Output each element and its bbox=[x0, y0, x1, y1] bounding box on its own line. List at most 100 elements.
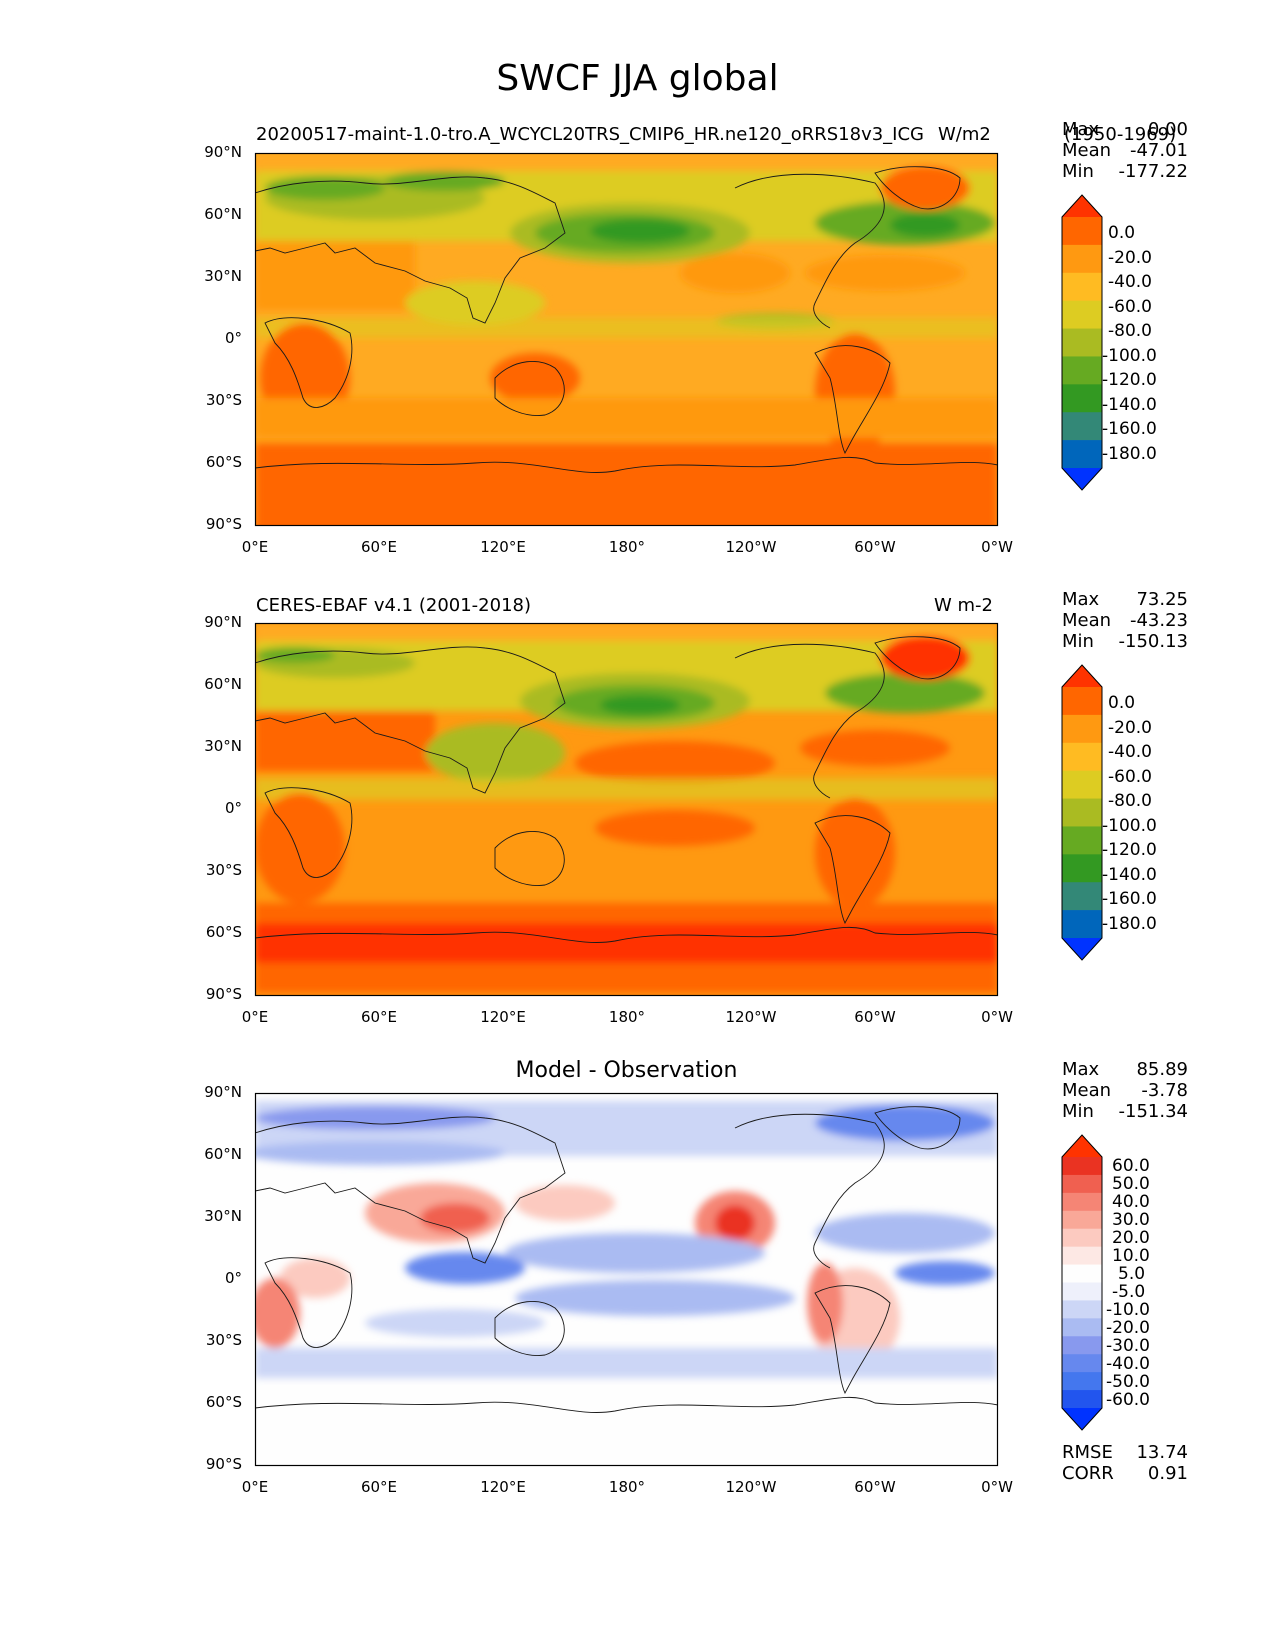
colorbar-label: -60.0 bbox=[1106, 1390, 1150, 1410]
lat-tick: 90°S bbox=[205, 1455, 242, 1473]
colorbar-segment bbox=[1062, 356, 1102, 385]
lon-tick: 0°W bbox=[981, 1008, 1013, 1026]
colorbar-segment bbox=[1062, 244, 1102, 274]
colorbar-segment bbox=[1062, 910, 1102, 939]
colorbar-label: -100.0 bbox=[1102, 816, 1157, 836]
lat-tick: 60°S bbox=[205, 453, 242, 471]
colorbar-label: -120.0 bbox=[1102, 370, 1157, 390]
colorbar-label: -140.0 bbox=[1102, 865, 1157, 885]
lon-tick: 120°E bbox=[480, 538, 526, 556]
lat-tick: 30°S bbox=[205, 861, 242, 879]
lon-tick: 60°W bbox=[854, 1008, 896, 1026]
map-obs-coastlines bbox=[255, 636, 998, 943]
colorbar-segment bbox=[1062, 1157, 1102, 1176]
colorbar-label: -30.0 bbox=[1106, 1336, 1150, 1356]
panel-obs-stats: Max 73.25 Mean -43.23 Min -150.13 bbox=[1062, 589, 1188, 652]
map-diff-coastlines bbox=[255, 1106, 998, 1413]
colorbar-label: -100.0 bbox=[1102, 346, 1157, 366]
lat-tick: 30°S bbox=[205, 1331, 242, 1349]
lat-tick: 30°N bbox=[204, 1207, 242, 1225]
colorbar-segment bbox=[1062, 272, 1102, 302]
colorbar-label: 5.0 bbox=[1118, 1264, 1146, 1284]
panel-diff-metrics: RMSE 13.74 CORR 0.91 bbox=[1062, 1442, 1188, 1484]
colorbar-segment bbox=[1062, 826, 1102, 855]
lat-tick: 90°N bbox=[204, 613, 242, 631]
colorbar-label: 60.0 bbox=[1112, 1156, 1150, 1176]
colorbar-segment bbox=[1062, 687, 1102, 716]
colorbar-segment bbox=[1062, 412, 1102, 441]
figure-title: SWCF JJA global bbox=[496, 58, 779, 99]
colorbar-segment bbox=[1062, 1300, 1102, 1319]
map-diff bbox=[254, 1092, 999, 1467]
colorbar-segment bbox=[1062, 882, 1102, 911]
lat-tick: 60°N bbox=[204, 675, 242, 693]
colorbar-label: 10.0 bbox=[1112, 1246, 1150, 1266]
lat-tick: 30°N bbox=[204, 737, 242, 755]
colorbar-segment bbox=[1062, 1192, 1102, 1212]
map-model-frame bbox=[254, 152, 999, 527]
lon-tick: 0°E bbox=[241, 538, 269, 556]
colorbar-obs bbox=[1061, 664, 1103, 961]
lat-tick: 90°N bbox=[204, 143, 242, 161]
lon-tick: 60°W bbox=[854, 538, 896, 556]
colorbar-label: 0.0 bbox=[1108, 223, 1136, 243]
colorbar-label: -20.0 bbox=[1108, 718, 1152, 738]
colorbar-segment bbox=[1062, 1336, 1102, 1355]
colorbar-label: -80.0 bbox=[1108, 791, 1152, 811]
colorbar-segment bbox=[1062, 1174, 1102, 1194]
colorbar-segment bbox=[1062, 1354, 1102, 1373]
lat-tick: 0° bbox=[224, 799, 242, 817]
panel-obs-units: W m-2 bbox=[934, 595, 994, 616]
lon-tick: 120°W bbox=[725, 538, 777, 556]
lat-tick: 60°S bbox=[205, 1393, 242, 1411]
colorbar-label: -40.0 bbox=[1108, 272, 1152, 292]
colorbar-segment bbox=[1062, 770, 1102, 800]
colorbar-segment bbox=[1062, 714, 1102, 744]
lon-tick: 0°E bbox=[241, 1478, 269, 1496]
colorbar-label: -40.0 bbox=[1108, 742, 1152, 762]
colorbar-segment bbox=[1062, 217, 1102, 246]
lon-tick: 0°W bbox=[981, 538, 1013, 556]
panel-model-units: W/m2 bbox=[938, 124, 991, 145]
colorbar-label: -20.0 bbox=[1108, 248, 1152, 268]
colorbar-segment bbox=[1062, 665, 1102, 687]
panel-model-period: (1950-1969) bbox=[1064, 124, 1177, 145]
colorbar-label: -180.0 bbox=[1102, 914, 1157, 934]
lon-tick: 120°E bbox=[480, 1008, 526, 1026]
colorbar-segment bbox=[1062, 328, 1102, 357]
colorbar-segment bbox=[1062, 1372, 1102, 1391]
lat-tick: 60°N bbox=[204, 1145, 242, 1163]
colorbar-label: -180.0 bbox=[1102, 444, 1157, 464]
colorbar-label: -10.0 bbox=[1106, 1300, 1150, 1320]
panel-model-title: 20200517-maint-1.0-tro.A_WCYCL20TRS_CMIP… bbox=[256, 124, 925, 145]
lat-tick: 90°N bbox=[204, 1083, 242, 1101]
colorbar-label: -50.0 bbox=[1106, 1372, 1150, 1392]
colorbar-segment bbox=[1062, 440, 1102, 469]
colorbar-label: -5.0 bbox=[1112, 1282, 1146, 1302]
colorbar-segment bbox=[1062, 195, 1102, 217]
lat-tick: 60°S bbox=[205, 923, 242, 941]
map-model-coastlines bbox=[255, 166, 998, 473]
colorbar-segment bbox=[1062, 1408, 1102, 1430]
colorbar-label: 50.0 bbox=[1112, 1174, 1150, 1194]
colorbar-model bbox=[1061, 194, 1103, 491]
lon-tick: 60°W bbox=[854, 1478, 896, 1496]
colorbar-segment bbox=[1062, 1390, 1102, 1409]
colorbar-segment bbox=[1062, 468, 1102, 490]
colorbar-label: -120.0 bbox=[1102, 840, 1157, 860]
colorbar-outline bbox=[1061, 664, 1103, 961]
colorbar-label: -140.0 bbox=[1102, 395, 1157, 415]
colorbar-label: 20.0 bbox=[1112, 1228, 1150, 1248]
map-obs-frame bbox=[254, 622, 999, 997]
lat-tick: 0° bbox=[224, 1269, 242, 1287]
lon-tick: 60°E bbox=[360, 538, 398, 556]
lat-tick: 0° bbox=[224, 329, 242, 347]
map-diff-frame bbox=[254, 1092, 999, 1467]
lon-tick: 180° bbox=[608, 1478, 646, 1496]
colorbar-segment bbox=[1062, 1246, 1102, 1266]
colorbar-segment bbox=[1062, 1264, 1102, 1283]
panel-model-stats: Max 0.00 Mean -47.01 Min -177.22 bbox=[1062, 119, 1188, 182]
lon-tick: 120°W bbox=[725, 1008, 777, 1026]
lon-tick: 120°E bbox=[480, 1478, 526, 1496]
colorbar-segment bbox=[1062, 1135, 1102, 1157]
